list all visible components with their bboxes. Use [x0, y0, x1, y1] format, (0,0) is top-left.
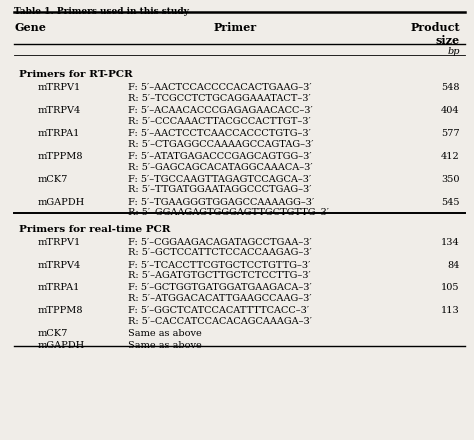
Text: 404: 404 [441, 106, 460, 115]
Text: Same as above: Same as above [128, 341, 202, 350]
Text: F: 5′–TCACCTTCGTGCTCCTGTTG–3′: F: 5′–TCACCTTCGTGCTCCTGTTG–3′ [128, 260, 310, 270]
Text: 577: 577 [441, 129, 460, 138]
Text: 134: 134 [441, 238, 460, 247]
Text: mCK7: mCK7 [38, 329, 68, 338]
Text: R: 5′–CACCATCCACACAGCAAAGA–3′: R: 5′–CACCATCCACACAGCAAAGA–3′ [128, 317, 312, 326]
Text: F: 5′–CGGAAGACAGATAGCCTGAA–3′: F: 5′–CGGAAGACAGATAGCCTGAA–3′ [128, 238, 312, 247]
Text: R: 5′–ATGGACACATTGAAGCCAAG–3′: R: 5′–ATGGACACATTGAAGCCAAG–3′ [128, 294, 311, 303]
Text: R: 5′–TTGATGGAATAGGCCCTGAG–3′: R: 5′–TTGATGGAATAGGCCCTGAG–3′ [128, 185, 311, 194]
Text: 412: 412 [441, 152, 460, 161]
Text: F: 5′–AACTCCACCCCACACTGAAG–3′: F: 5′–AACTCCACCCCACACTGAAG–3′ [128, 83, 311, 92]
Text: F: 5′–ATATGAGACCCGAGCAGTGG–3′: F: 5′–ATATGAGACCCGAGCAGTGG–3′ [128, 152, 311, 161]
Text: mGAPDH: mGAPDH [38, 198, 85, 206]
Text: R: 5′–AGATGTGCTTGCTCTCCTTG–3′: R: 5′–AGATGTGCTTGCTCTCCTTG–3′ [128, 271, 311, 280]
Text: 548: 548 [441, 83, 460, 92]
Text: 350: 350 [441, 175, 460, 183]
Text: F: 5′–AACTCCTCAACCACCCTGTG–3′: F: 5′–AACTCCTCAACCACCCTGTG–3′ [128, 129, 311, 138]
Text: R: 5′–GAGCAGCACATAGGCAAACA–3′: R: 5′–GAGCAGCACATAGGCAAACA–3′ [128, 162, 313, 172]
Text: F: 5′–ACAACACCCGAGAGAACACC–3′: F: 5′–ACAACACCCGAGAGAACACC–3′ [128, 106, 313, 115]
Text: 545: 545 [441, 198, 460, 206]
Text: mTRPV1: mTRPV1 [38, 83, 81, 92]
Text: Gene: Gene [15, 22, 47, 33]
Text: F: 5′–GCTGGTGATGGATGAAGACA–3′: F: 5′–GCTGGTGATGGATGAAGACA–3′ [128, 283, 312, 293]
Text: Same as above: Same as above [128, 329, 202, 338]
Text: mCK7: mCK7 [38, 175, 68, 183]
Text: mTRPA1: mTRPA1 [38, 283, 80, 293]
Text: Product
size: Product size [410, 22, 460, 46]
Text: mGAPDH: mGAPDH [38, 341, 85, 350]
Text: mTPPM8: mTPPM8 [38, 152, 83, 161]
Text: F: 5′–GGCTCATCCACATTTTCACC–3′: F: 5′–GGCTCATCCACATTTTCACC–3′ [128, 306, 309, 315]
Text: R: 5′–GGAAGAGTGGGAGTTGCTGTTG–3′: R: 5′–GGAAGAGTGGGAGTTGCTGTTG–3′ [128, 209, 329, 217]
Text: R: 5′–CCCAAACTTACGCCACTTGT–3′: R: 5′–CCCAAACTTACGCCACTTGT–3′ [128, 117, 311, 126]
Text: 113: 113 [441, 306, 460, 315]
Text: 105: 105 [441, 283, 460, 293]
Text: 84: 84 [447, 260, 460, 270]
Text: mTRPV4: mTRPV4 [38, 260, 81, 270]
Text: R: 5′–TCGCCTCTGCAGGAAATACT–3′: R: 5′–TCGCCTCTGCAGGAAATACT–3′ [128, 94, 311, 103]
Text: F: 5′–TGAAGGGTGGAGCCAAAAGG–3′: F: 5′–TGAAGGGTGGAGCCAAAAGG–3′ [128, 198, 314, 206]
Text: R: 5′–GCTCCATTCTCCACCAAGAG–3′: R: 5′–GCTCCATTCTCCACCAAGAG–3′ [128, 249, 312, 257]
Text: bp: bp [447, 47, 460, 56]
Text: Primers for RT-PCR: Primers for RT-PCR [19, 70, 133, 79]
Text: R: 5′–CTGAGGCCAAAAGCCAGTAG–3′: R: 5′–CTGAGGCCAAAAGCCAGTAG–3′ [128, 139, 313, 149]
Text: Table 1. Primers used in this study: Table 1. Primers used in this study [14, 7, 189, 15]
Text: mTRPV1: mTRPV1 [38, 238, 81, 247]
Text: mTPPM8: mTPPM8 [38, 306, 83, 315]
Text: F: 5′–TGCCAAGTTAGAGTCCAGCA–3′: F: 5′–TGCCAAGTTAGAGTCCAGCA–3′ [128, 175, 311, 183]
Text: Primer: Primer [213, 22, 256, 33]
Text: mTRPA1: mTRPA1 [38, 129, 80, 138]
Text: Primers for real-time PCR: Primers for real-time PCR [19, 225, 171, 234]
Text: mTRPV4: mTRPV4 [38, 106, 81, 115]
